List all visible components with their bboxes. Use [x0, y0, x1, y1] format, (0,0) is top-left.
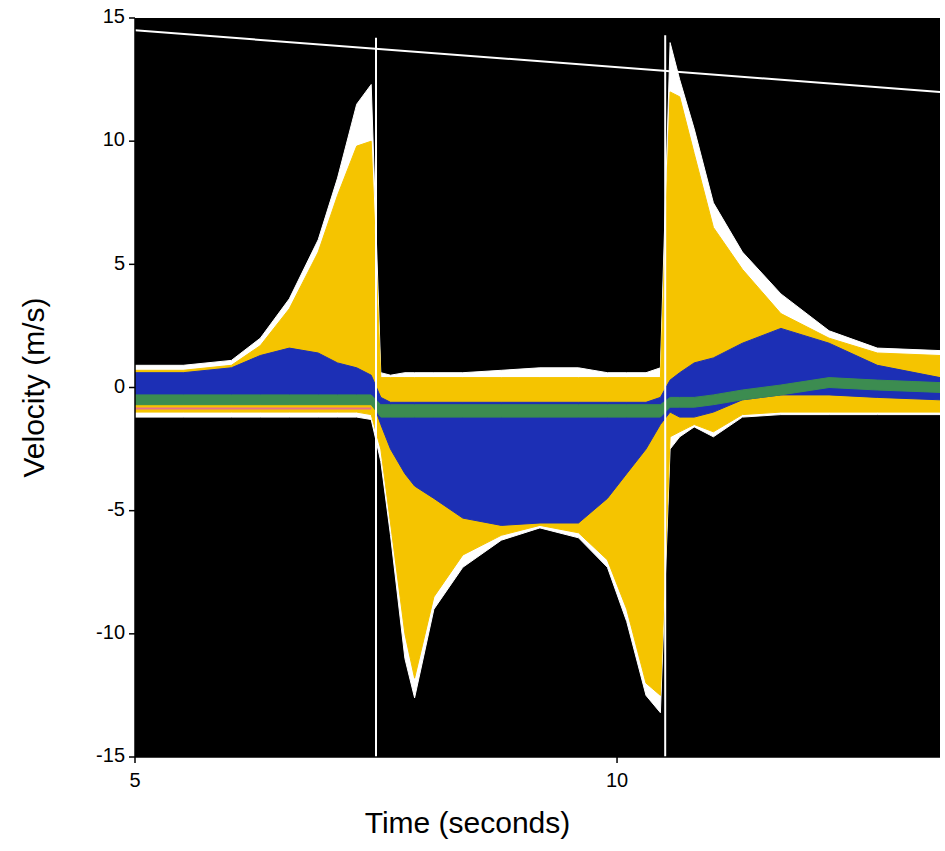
y-tick-label: -10 — [96, 621, 125, 643]
y-tick — [129, 633, 135, 635]
velocity-band — [135, 378, 940, 418]
x-tick — [134, 757, 136, 763]
chart: -15 -10 -5 0 5 10 15 5 10 Time (seconds) Velocity … — [0, 0, 945, 851]
y-tick-label: 10 — [103, 128, 125, 150]
marks — [135, 30, 940, 757]
y-axis-title: Velocity (m/s) — [17, 297, 50, 477]
y-tick-label: 0 — [114, 375, 125, 397]
line — [664, 35, 666, 757]
x-axis-title: Time (seconds) — [365, 806, 571, 839]
line — [375, 38, 377, 757]
x-tick-label: 10 — [606, 769, 628, 791]
line — [135, 407, 371, 409]
y-tick-label: 15 — [103, 5, 125, 27]
velocity-band — [135, 328, 940, 525]
y-tick — [129, 264, 135, 266]
y-tick-label: -5 — [107, 498, 125, 520]
line — [135, 30, 940, 92]
velocity-band — [135, 43, 940, 713]
y-tick-label: -15 — [96, 744, 125, 766]
x-axis-line — [135, 756, 940, 758]
y-tick — [129, 756, 135, 758]
y-tick — [129, 510, 135, 512]
plot-background — [135, 18, 940, 757]
velocity-band — [135, 92, 940, 696]
y-tick-label: 5 — [114, 252, 125, 274]
y-tick — [129, 387, 135, 389]
x-tick-label: 5 — [129, 769, 140, 791]
y-tick — [129, 17, 135, 19]
y-tick — [129, 140, 135, 142]
x-tick — [616, 757, 618, 763]
